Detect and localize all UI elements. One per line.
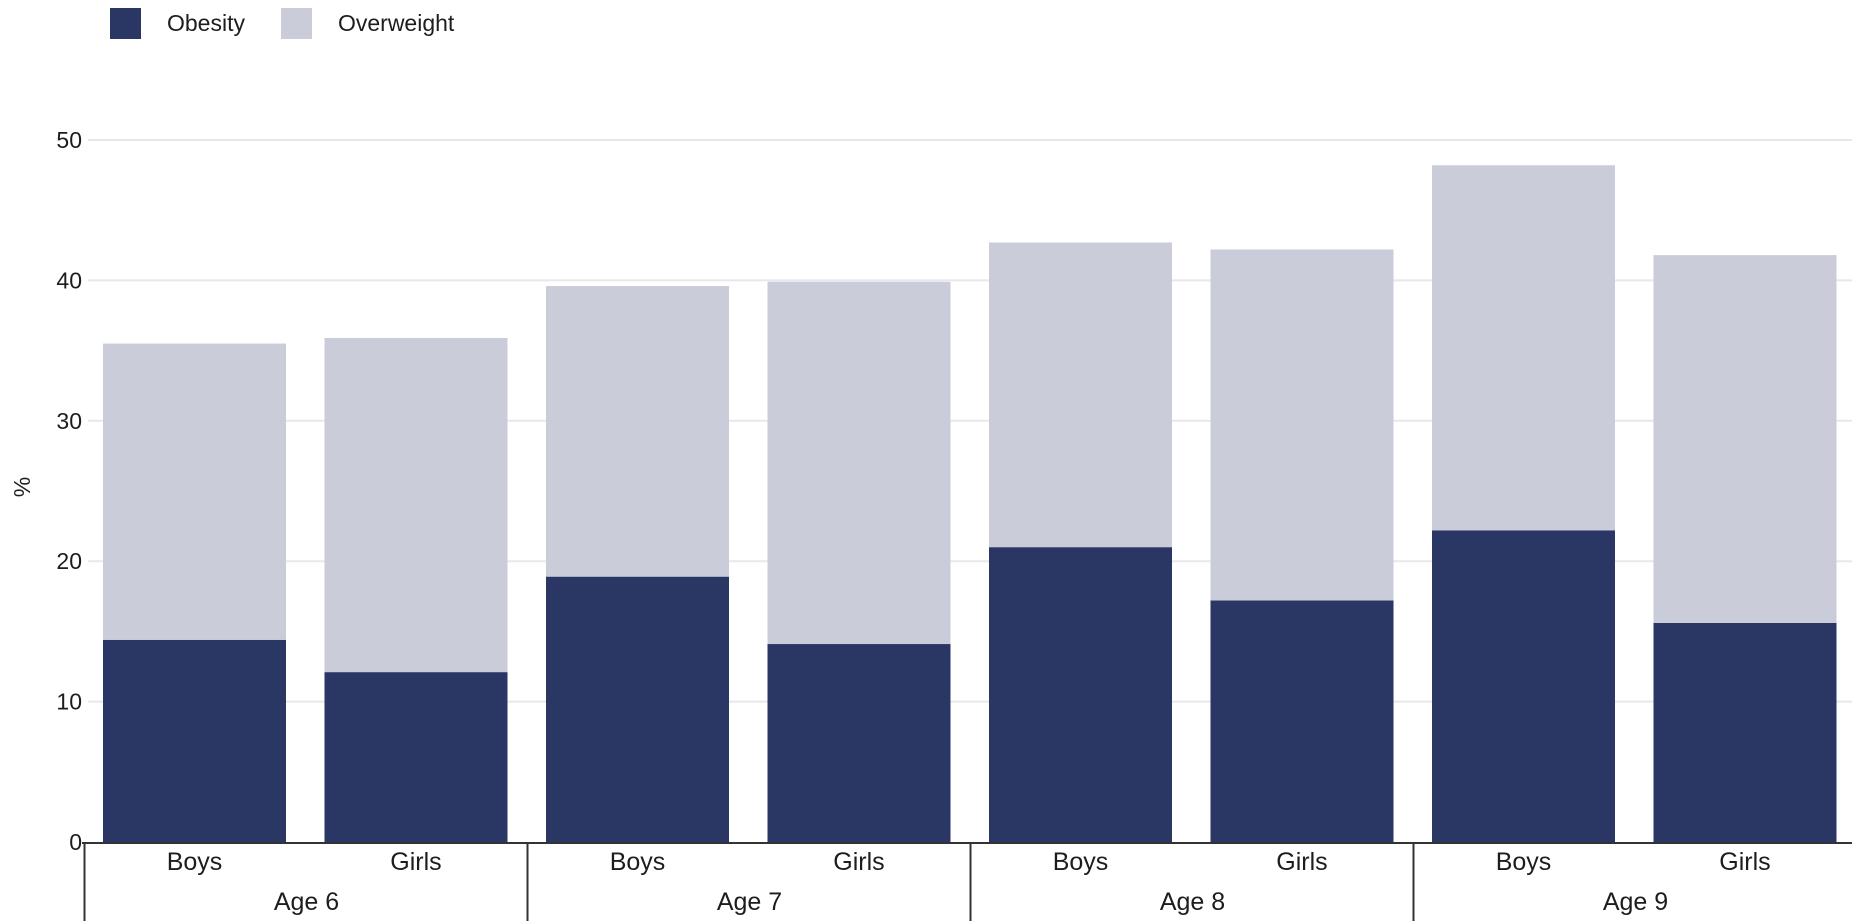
bar-overweight-2[interactable]: [324, 337, 508, 673]
legend-swatch-obesity: [110, 8, 141, 39]
legend-label-overweight: Overweight: [337, 10, 455, 36]
legend-item-overweight[interactable]: Overweight: [280, 8, 455, 39]
x-tick-label: Boys: [1496, 848, 1552, 876]
y-tick-label: 50: [56, 127, 82, 153]
x-tick-label: Boys: [167, 848, 223, 876]
group-label: Age 8: [1160, 888, 1225, 916]
bar-obesity-5[interactable]: [989, 547, 1172, 842]
x-tick-label: Girls: [833, 848, 884, 876]
bar-overweight-5[interactable]: [989, 242, 1172, 548]
bar-obesity-8[interactable]: [1653, 622, 1837, 842]
group-label: Age 6: [274, 888, 339, 916]
bar-overweight-8[interactable]: [1653, 255, 1837, 623]
y-tick-label: 40: [56, 267, 82, 293]
bar-obesity-4[interactable]: [767, 644, 951, 842]
bar-obesity-1[interactable]: [103, 639, 286, 842]
y-tick-label: 10: [56, 689, 82, 715]
bar-obesity-2[interactable]: [324, 672, 508, 842]
bar-obesity-6[interactable]: [1210, 600, 1394, 842]
bar-obesity-7[interactable]: [1432, 530, 1615, 842]
group-label: Age 9: [1603, 888, 1668, 916]
y-tick-label: 30: [56, 408, 82, 434]
bars: [103, 165, 1837, 842]
bar-obesity-3[interactable]: [546, 576, 729, 842]
legend-label-obesity: Obesity: [167, 10, 245, 36]
y-axis-label: %: [9, 477, 35, 497]
bar-overweight-7[interactable]: [1432, 165, 1615, 531]
group-label: Age 7: [717, 888, 782, 916]
x-tick-label: Girls: [1276, 848, 1327, 876]
x-tick-label: Girls: [390, 848, 441, 876]
legend-swatch-overweight: [280, 8, 312, 39]
bar-overweight-4[interactable]: [767, 281, 951, 645]
chart-legend: Obesity Overweight: [110, 8, 490, 39]
x-tick-label: Boys: [1053, 848, 1109, 876]
x-tick-label: Boys: [610, 848, 666, 876]
x-tick-label: Girls: [1719, 848, 1770, 876]
bar-overweight-1[interactable]: [103, 343, 286, 640]
legend-item-obesity[interactable]: Obesity: [110, 8, 245, 39]
axes: 0 10 20 30 40 50 Boys Girls Boys Girls Boys Girls Bo…: [56, 127, 1852, 921]
bar-overweight-6[interactable]: [1210, 249, 1394, 601]
y-tick-label: 0: [69, 829, 82, 855]
bar-overweight-3[interactable]: [546, 286, 729, 577]
y-tick-label: 20: [56, 548, 82, 574]
